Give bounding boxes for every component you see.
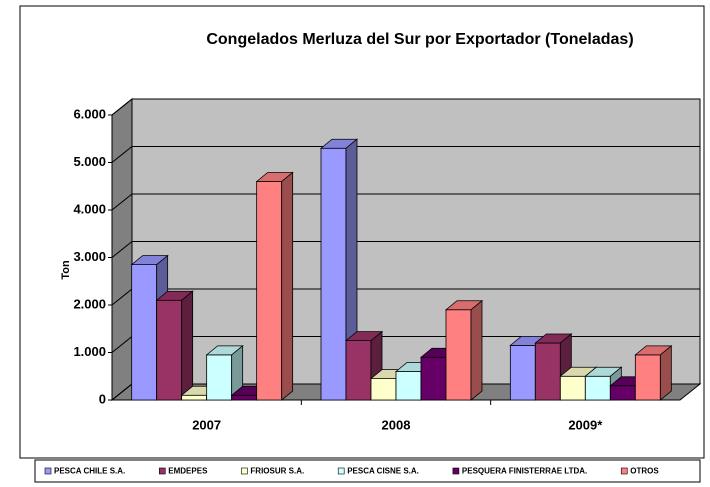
bar-side xyxy=(660,346,671,400)
bar-front xyxy=(182,395,207,400)
bar-front xyxy=(510,345,535,400)
legend-label: PESQUERA FINISTERRAE LTDA. xyxy=(462,467,587,476)
x-tick-label: 2009* xyxy=(568,417,603,432)
legend-label: FRIOSUR S.A. xyxy=(250,467,304,476)
bar xyxy=(257,173,293,401)
bar-side xyxy=(471,301,482,400)
legend-label: OTROS xyxy=(630,467,659,476)
bar-front xyxy=(132,265,157,400)
y-tick-label: 1.000 xyxy=(73,344,106,359)
x-tick-label: 2007 xyxy=(192,417,221,432)
bar-front xyxy=(157,300,182,400)
bar-side xyxy=(182,291,193,400)
bar-front xyxy=(207,355,232,400)
chart: Congelados Merluza del Sur por Exportado… xyxy=(0,0,710,487)
legend-swatch xyxy=(159,468,165,474)
legend-swatch xyxy=(241,468,247,474)
bar-side xyxy=(282,173,293,401)
y-tick-label: 3.000 xyxy=(73,249,106,264)
y-tick-label: 6.000 xyxy=(73,106,106,121)
legend-label: EMDEPES xyxy=(168,467,208,476)
bar-front xyxy=(396,372,421,401)
legend-swatch xyxy=(45,468,51,474)
bar xyxy=(446,301,482,400)
bar-front xyxy=(610,386,635,400)
y-axis-label: Ton xyxy=(60,260,72,280)
legend-swatch xyxy=(338,468,344,474)
bar-front xyxy=(446,310,471,400)
legend-swatch xyxy=(621,468,627,474)
bar-front xyxy=(371,379,396,400)
bar-front xyxy=(635,355,660,400)
bar xyxy=(157,291,193,400)
legend-swatch xyxy=(453,468,459,474)
y-tick-label: 4.000 xyxy=(73,201,106,216)
bar-front xyxy=(560,376,585,400)
x-tick-label: 2008 xyxy=(382,417,411,432)
bar-front xyxy=(346,341,371,400)
bar xyxy=(635,346,671,400)
y-tick-label: 5.000 xyxy=(73,154,106,169)
chart-title: Congelados Merluza del Sur por Exportado… xyxy=(206,31,633,48)
bar-front xyxy=(421,357,446,400)
y-tick-label: 2.000 xyxy=(73,296,106,311)
bar-front xyxy=(585,376,610,400)
bar-front xyxy=(232,395,257,400)
bar-front xyxy=(257,182,282,401)
legend-label: PESCA CISNE S.A. xyxy=(347,467,419,476)
bar-front xyxy=(321,148,346,400)
bar-front xyxy=(535,343,560,400)
y-tick-label: 0 xyxy=(99,391,106,406)
legend-label: PESCA CHILE S.A. xyxy=(54,467,125,476)
